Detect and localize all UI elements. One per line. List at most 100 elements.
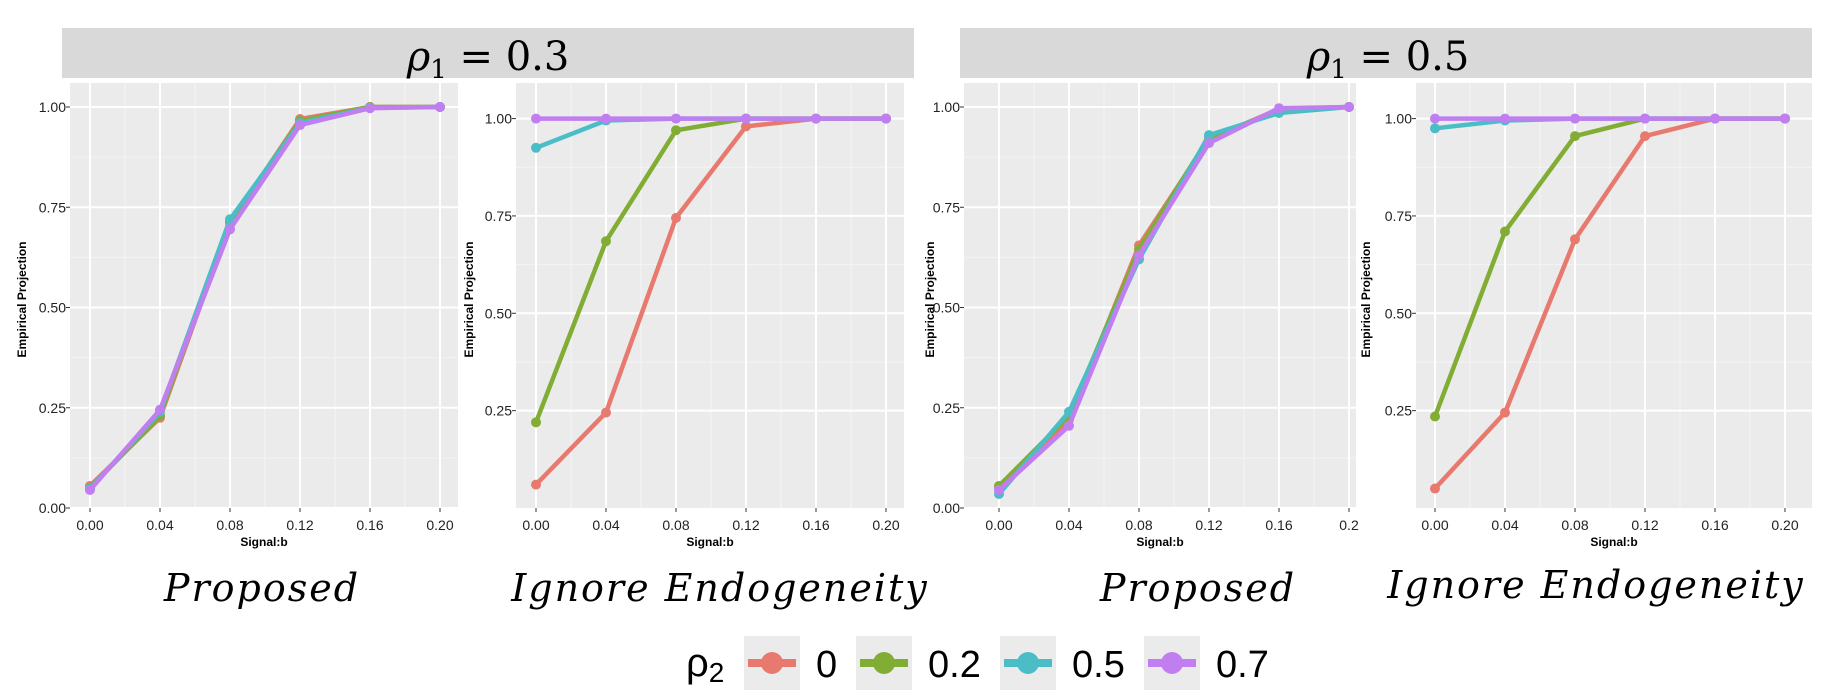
data-point-rho2-0.2 [531,417,541,428]
y-tick-label: 1.00 [39,99,66,115]
x-tick-label: 0.04 [1055,517,1082,533]
legend-entry-label: 0.5 [1072,644,1125,686]
data-point-rho2-0.7 [1500,113,1510,124]
x-tick-label: 0.00 [522,517,549,533]
x-axis-title: Signal:b [686,535,733,549]
panel-1: 0.00 0.25 0.50 0.75 1.00 0.00 0.04 0.08 0.12 0.16… [15,83,458,549]
data-point-rho2-0.7 [531,113,541,124]
y-tick-label: 0.50 [485,305,512,321]
y-axis-title: Empirical Projection [15,241,29,357]
y-tick-label: 0.50 [933,300,960,316]
data-point-rho2-0 [1570,234,1580,245]
data-point-rho2-0.7 [1064,420,1074,431]
x-tick-label: 0.04 [592,517,619,533]
data-point-rho2-0 [741,121,751,132]
data-point-rho2-0.7 [741,113,751,124]
panel-4: 0.25 0.50 0.75 1.00 0.00 0.04 0.08 0.12 0.16 0.20… [1359,83,1812,549]
x-tick-label: 0.20 [872,517,899,533]
legend: ρ2 0 0.2 0.5 0.7 [686,636,1269,690]
panel-caption: Proposed [1099,566,1296,610]
group-header-label: ρ1 = 0.5 [1306,34,1470,85]
data-point-rho2-0.5 [531,142,541,153]
data-point-rho2-0.7 [881,113,891,124]
data-point-rho2-0.5 [1430,123,1440,134]
x-tick-label: 0.12 [732,517,759,533]
legend-entry-label: 0.2 [928,644,981,686]
legend-key-point [761,652,783,674]
x-tick-label: 0.12 [286,517,313,533]
data-point-rho2-0.7 [671,113,681,124]
data-point-rho2-0 [601,407,611,418]
x-axis-title: Signal:b [1590,535,1637,549]
data-point-rho2-0.7 [1640,113,1650,124]
x-axis-title: Signal:b [1136,535,1183,549]
y-tick-label: 0.00 [933,500,960,516]
x-tick-label: 0.20 [426,517,453,533]
x-axis-title: Signal:b [240,535,287,549]
data-point-rho2-0 [1640,131,1650,142]
legend-key-point [1161,652,1183,674]
x-tick-label: 0.00 [76,517,103,533]
data-point-rho2-0.7 [811,113,821,124]
y-tick-label: 0.25 [485,403,512,419]
data-point-rho2-0.7 [85,484,95,495]
x-tick-label: 0.04 [146,517,173,533]
legend-entry-0.7: 0.7 [1144,636,1269,690]
y-tick-label: 0.25 [1385,403,1412,419]
data-point-rho2-0.7 [155,404,165,415]
data-point-rho2-0.7 [1134,250,1144,261]
series-line-rho2-0.7 [996,104,1352,493]
y-tick-label: 0.00 [39,500,66,516]
legend-entry-0.2: 0.2 [856,636,981,690]
group-header-2: ρ1 = 0.5 [960,28,1812,85]
data-point-rho2-0.7 [1710,113,1720,124]
panel-caption: Ignore Endogeneity [510,566,929,610]
x-tick-label: 0.00 [1421,517,1448,533]
legend-entry-label: 0 [816,644,837,686]
y-tick-label: 0.25 [39,400,66,416]
data-point-rho2-0 [531,479,541,490]
x-tick-label: 0.00 [985,517,1012,533]
x-tick-label: 0.08 [1561,517,1588,533]
data-point-rho2-0.7 [365,103,375,114]
data-point-rho2-0.7 [1430,113,1440,124]
legend-key-point [1017,652,1039,674]
x-tick-label: 0.12 [1195,517,1222,533]
x-tick-label: 0.12 [1631,517,1658,533]
y-tick-label: 0.75 [485,208,512,224]
data-point-rho2-0.7 [1780,113,1790,124]
y-tick-label: 1.00 [1385,111,1412,127]
data-point-rho2-0.7 [295,120,305,131]
data-point-rho2-0.7 [1344,102,1354,113]
x-tick-label: 0.08 [662,517,689,533]
data-point-rho2-0.2 [1570,131,1580,142]
data-point-rho2-0 [1430,483,1440,494]
data-point-rho2-0.2 [1500,226,1510,237]
y-tick-label: 0.50 [1385,305,1412,321]
x-tick-label: 0.16 [356,517,383,533]
data-point-rho2-0.2 [601,236,611,247]
x-tick-label: 0.08 [216,517,243,533]
x-tick-label: 0.16 [1701,517,1728,533]
group-header-strip [960,28,1812,78]
panel-caption: Proposed [163,566,360,610]
data-point-rho2-0.7 [1570,113,1580,124]
series-line-rho2-0.7 [87,104,443,493]
data-point-rho2-0.7 [435,102,445,113]
x-tick-label: 0.16 [802,517,829,533]
y-tick-label: 1.00 [933,99,960,115]
data-point-rho2-0.7 [1204,138,1214,149]
y-axis-title: Empirical Projection [1359,241,1373,357]
y-tick-label: 0.50 [39,300,66,316]
data-point-rho2-0 [1500,407,1510,418]
data-point-rho2-0.7 [225,224,235,235]
x-tick-label: 0.2 [1339,517,1359,533]
data-point-rho2-0 [671,212,681,223]
group-header-1: ρ1 = 0.3 [62,28,914,85]
legend-entry-0: 0 [744,636,837,690]
legend-title: ρ2 [686,641,724,688]
y-tick-label: 0.75 [39,199,66,215]
legend-key-point [873,652,895,674]
x-tick-label: 0.08 [1125,517,1152,533]
